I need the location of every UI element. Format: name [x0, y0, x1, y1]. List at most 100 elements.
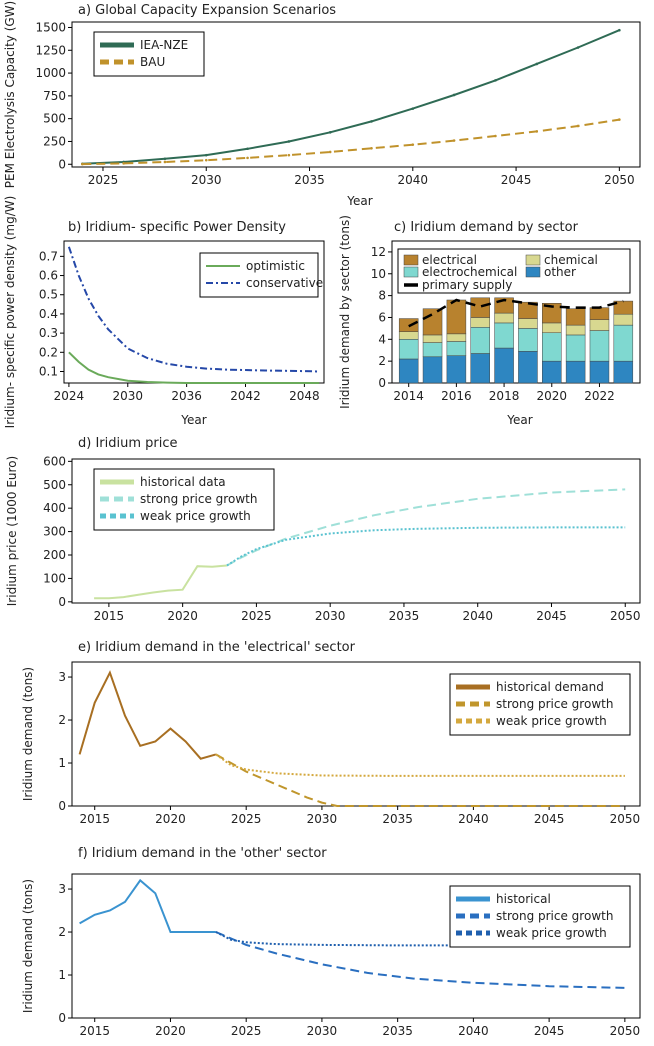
x-tick-label: 2040: [398, 173, 429, 187]
plot-frame: [391, 240, 641, 384]
series-point: [576, 124, 580, 128]
x-tick-label: 2020: [167, 609, 198, 623]
x-tick-label: 2035: [382, 1024, 413, 1038]
x-tick-label: 2014: [393, 389, 424, 403]
bar-segment-chemical: [565, 324, 586, 336]
legend-label: other: [544, 265, 576, 279]
y-tick-label: 750: [43, 89, 66, 103]
series-line-strong-price-growth: [215, 753, 625, 807]
y-tick-label: 200: [43, 548, 66, 562]
legend-label: chemical: [544, 253, 598, 267]
x-tick-label: 2045: [501, 173, 532, 187]
x-tick-label: 2040: [458, 812, 489, 826]
legend-label: IEA-NZE: [140, 38, 188, 52]
x-tick-label: 2045: [534, 1024, 565, 1038]
bar-segment-electrochemical: [446, 341, 467, 356]
bar-segment-chemical: [542, 322, 562, 334]
series-line-weak-price-growth: [215, 931, 625, 947]
y-tick-label: 1000: [35, 66, 66, 80]
x-tick-label: 2040: [458, 1024, 489, 1038]
x-tick-label: 2030: [191, 173, 222, 187]
bar-segment-chemical: [470, 317, 490, 328]
bar-segment-other: [446, 355, 467, 384]
legend-frame: [449, 673, 631, 736]
y-tick-label: 1: [58, 968, 66, 982]
bar-segment-electrochemical: [422, 342, 443, 358]
bar-segment-other: [518, 351, 538, 384]
series-line-historical: [79, 878, 216, 933]
series-point: [163, 160, 167, 164]
series-point: [618, 118, 621, 121]
plot-frame: [71, 21, 641, 168]
series-line-bau: [82, 118, 620, 166]
legend-label: optimistic: [246, 259, 305, 273]
panel-e: 2015 2020 2025 2030 2035 2040 2045 2050 0 1 2 3 e) I…: [21, 640, 641, 826]
legend: IEA-NZE BAU: [93, 31, 205, 77]
bar-segment-electrical: [422, 308, 443, 336]
y-tick-label: 4: [378, 332, 386, 346]
bar-segment-chemical: [494, 312, 514, 324]
y-tick-label: 0.3: [39, 326, 58, 340]
bar-segment-electrical: [565, 308, 586, 326]
y-tick-label: 0.6: [39, 269, 58, 283]
bar-segment-other: [565, 360, 586, 384]
y-tick-label: 250: [43, 134, 66, 148]
bar-segment-other: [589, 360, 610, 384]
bar-segment-electrochemical: [470, 327, 490, 354]
y-tick-label: 400: [43, 501, 66, 515]
panel-c: 2014 2016 2018 2020 2022 0 2 4 6 8 10 12 c) Iridium …: [338, 215, 641, 427]
bar-segment-other: [422, 356, 443, 384]
panel-d: 2015 2020 2025 2030 2035 2040 2045 2050 0 100 200 3…: [5, 436, 641, 623]
bar-segment-other: [542, 360, 562, 384]
y-tick-label: 0.4: [39, 307, 58, 321]
y-tick-label: 3: [58, 882, 66, 896]
y-tick-label: 0: [58, 799, 66, 813]
x-tick-label: 2015: [79, 1024, 110, 1038]
chart-title: b) Iridium- specific Power Density: [68, 220, 286, 235]
x-tick-label: 2035: [382, 812, 413, 826]
bar-segment-electrochemical: [398, 339, 419, 360]
series-point: [328, 150, 332, 154]
legend-label: strong price growth: [496, 697, 613, 711]
x-tick-label: 2030: [307, 1024, 338, 1038]
x-tick-label: 2025: [88, 173, 119, 187]
y-axis-label: Iridium price (1000 Euro): [5, 456, 19, 606]
x-tick-label: 2035: [294, 173, 325, 187]
plot-frame: [71, 458, 641, 604]
x-tick-label: 2020: [155, 812, 186, 826]
legend: historical strong price growth weak price …: [449, 885, 631, 948]
x-tick-label: 2036: [171, 389, 202, 403]
legend-label: strong price growth: [496, 909, 613, 923]
legend-swatch: [403, 266, 419, 278]
legend-swatch: [525, 266, 541, 278]
x-tick-label: 2016: [441, 389, 472, 403]
bar-segment-electrochemical: [542, 332, 562, 362]
series-point: [204, 153, 208, 157]
x-tick-label: 2042: [230, 389, 261, 403]
y-tick-label: 6: [378, 310, 386, 324]
series-point: [494, 134, 497, 138]
y-tick-label: 0.1: [39, 364, 58, 378]
bar-segment-electrochemical: [613, 324, 634, 362]
series-point: [370, 120, 373, 123]
chart-title: f) Iridium demand in the 'other' sector: [78, 846, 327, 861]
legend-frame: [199, 252, 319, 298]
series-point: [618, 28, 621, 32]
chart-title: d) Iridium price: [78, 436, 178, 451]
series-line-iea-nze: [82, 29, 620, 165]
bar-segment-chemical: [446, 333, 467, 342]
legend-swatch: [403, 254, 419, 266]
y-tick-label: 0.7: [39, 249, 58, 263]
legend-frame: [397, 248, 631, 294]
y-tick-label: 2: [58, 925, 66, 939]
y-tick-label: 0: [58, 157, 66, 171]
series-point: [246, 156, 249, 160]
x-tick-label: 2050: [604, 173, 635, 187]
series-point: [576, 46, 580, 49]
y-tick-label: 8: [378, 289, 386, 303]
legend: historical data strong price growth weak p…: [93, 468, 275, 531]
bar-segment-electrochemical: [565, 334, 586, 362]
x-tick-label: 2050: [610, 609, 641, 623]
panel-a: 2025 2030 2035 2040 2045 2050 0 250 500 750 1000 12…: [3, 1, 641, 208]
